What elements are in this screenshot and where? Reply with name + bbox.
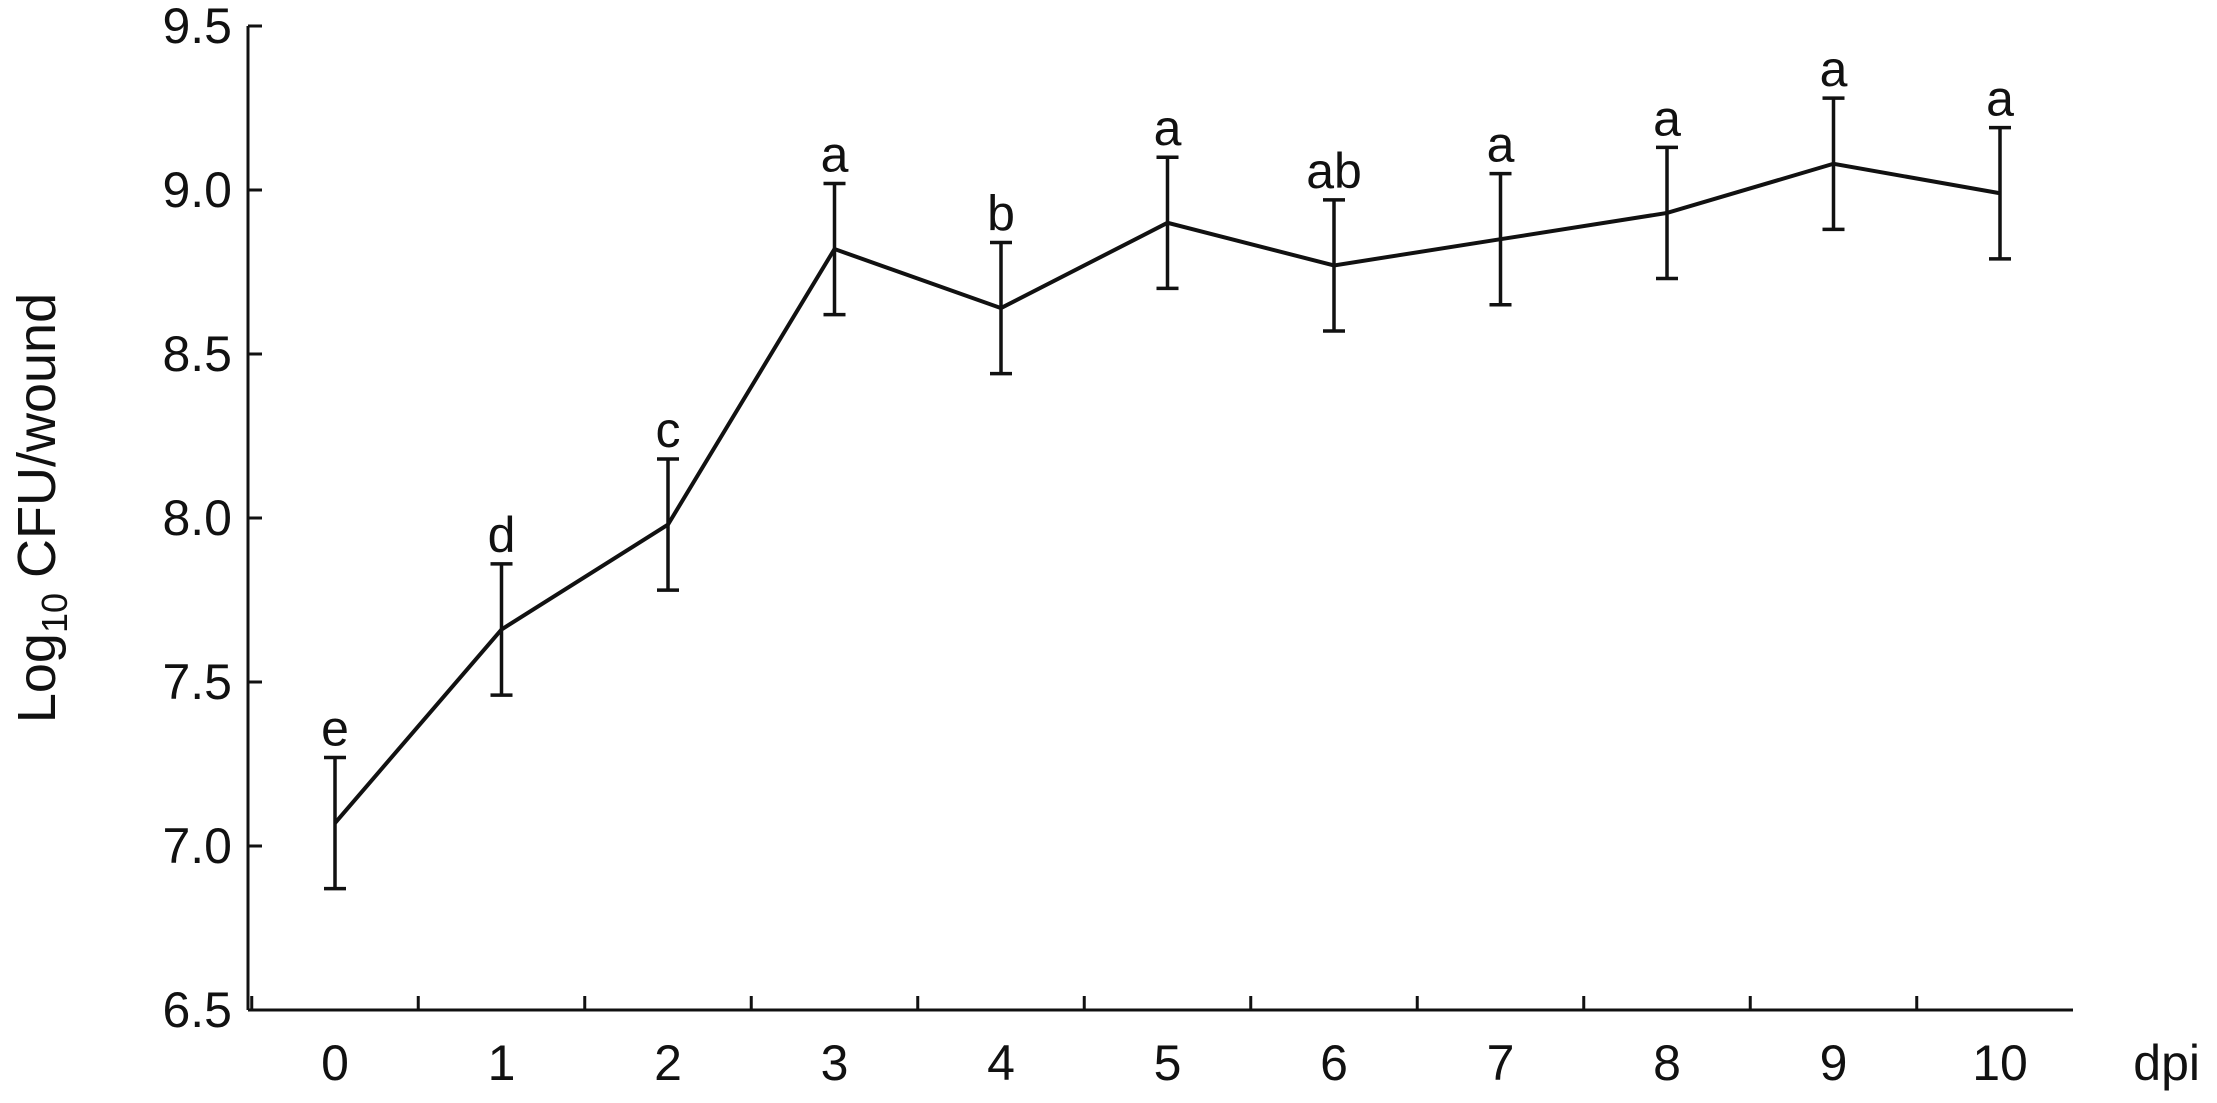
y-tick-label: 9.5 xyxy=(162,0,232,54)
x-tick-label: 5 xyxy=(1154,1035,1182,1091)
significance-label: a xyxy=(1986,71,2014,127)
x-tick-label: 3 xyxy=(821,1035,849,1091)
x-tick-label: 1 xyxy=(488,1035,516,1091)
x-tick-label: 2 xyxy=(654,1035,682,1091)
significance-label: ab xyxy=(1306,143,1362,199)
significance-label: d xyxy=(488,507,516,563)
x-tick-label: 8 xyxy=(1653,1035,1681,1091)
y-axis-title-subscript: 10 xyxy=(34,593,75,633)
y-tick-label: 7.0 xyxy=(162,818,232,874)
x-tick-label: 10 xyxy=(1972,1035,2028,1091)
x-axis-ticks: 0 1 2 3 4 5 6 7 8 9 10 xyxy=(250,996,2028,1091)
significance-label: a xyxy=(821,126,849,182)
x-tick-label: 4 xyxy=(987,1035,1015,1091)
y-axis-title-rest: CFU/wound xyxy=(7,293,67,593)
x-tick-label: 0 xyxy=(321,1035,349,1091)
significance-label: a xyxy=(1487,117,1515,173)
x-tick-label: 9 xyxy=(1820,1035,1848,1091)
y-tick-label: 8.5 xyxy=(162,326,232,382)
y-tick-label: 9.0 xyxy=(162,162,232,218)
y-tick-label: 7.5 xyxy=(162,654,232,710)
significance-label: b xyxy=(987,185,1015,241)
significance-label: c xyxy=(656,402,681,458)
significance-label: e xyxy=(321,700,349,756)
significance-label: a xyxy=(1154,100,1182,156)
error-bars xyxy=(324,96,2011,891)
y-tick-label: 8.0 xyxy=(162,490,232,546)
y-tick-label: 6.5 xyxy=(162,982,232,1038)
y-axis-title: Log10 CFU/wound xyxy=(7,293,75,723)
y-axis-ticks: 6.5 7.0 7.5 8.0 8.5 9.0 9.5 xyxy=(162,0,262,1038)
y-axis-title-base: Log xyxy=(7,633,67,723)
x-tick-label: 7 xyxy=(1487,1035,1515,1091)
significance-label: a xyxy=(1653,90,1681,146)
error-bar xyxy=(324,755,346,891)
x-tick-label: 6 xyxy=(1320,1035,1348,1091)
x-axis-title: dpi xyxy=(2133,1035,2200,1091)
significance-label: a xyxy=(1820,41,1848,97)
series-line xyxy=(333,161,2001,825)
